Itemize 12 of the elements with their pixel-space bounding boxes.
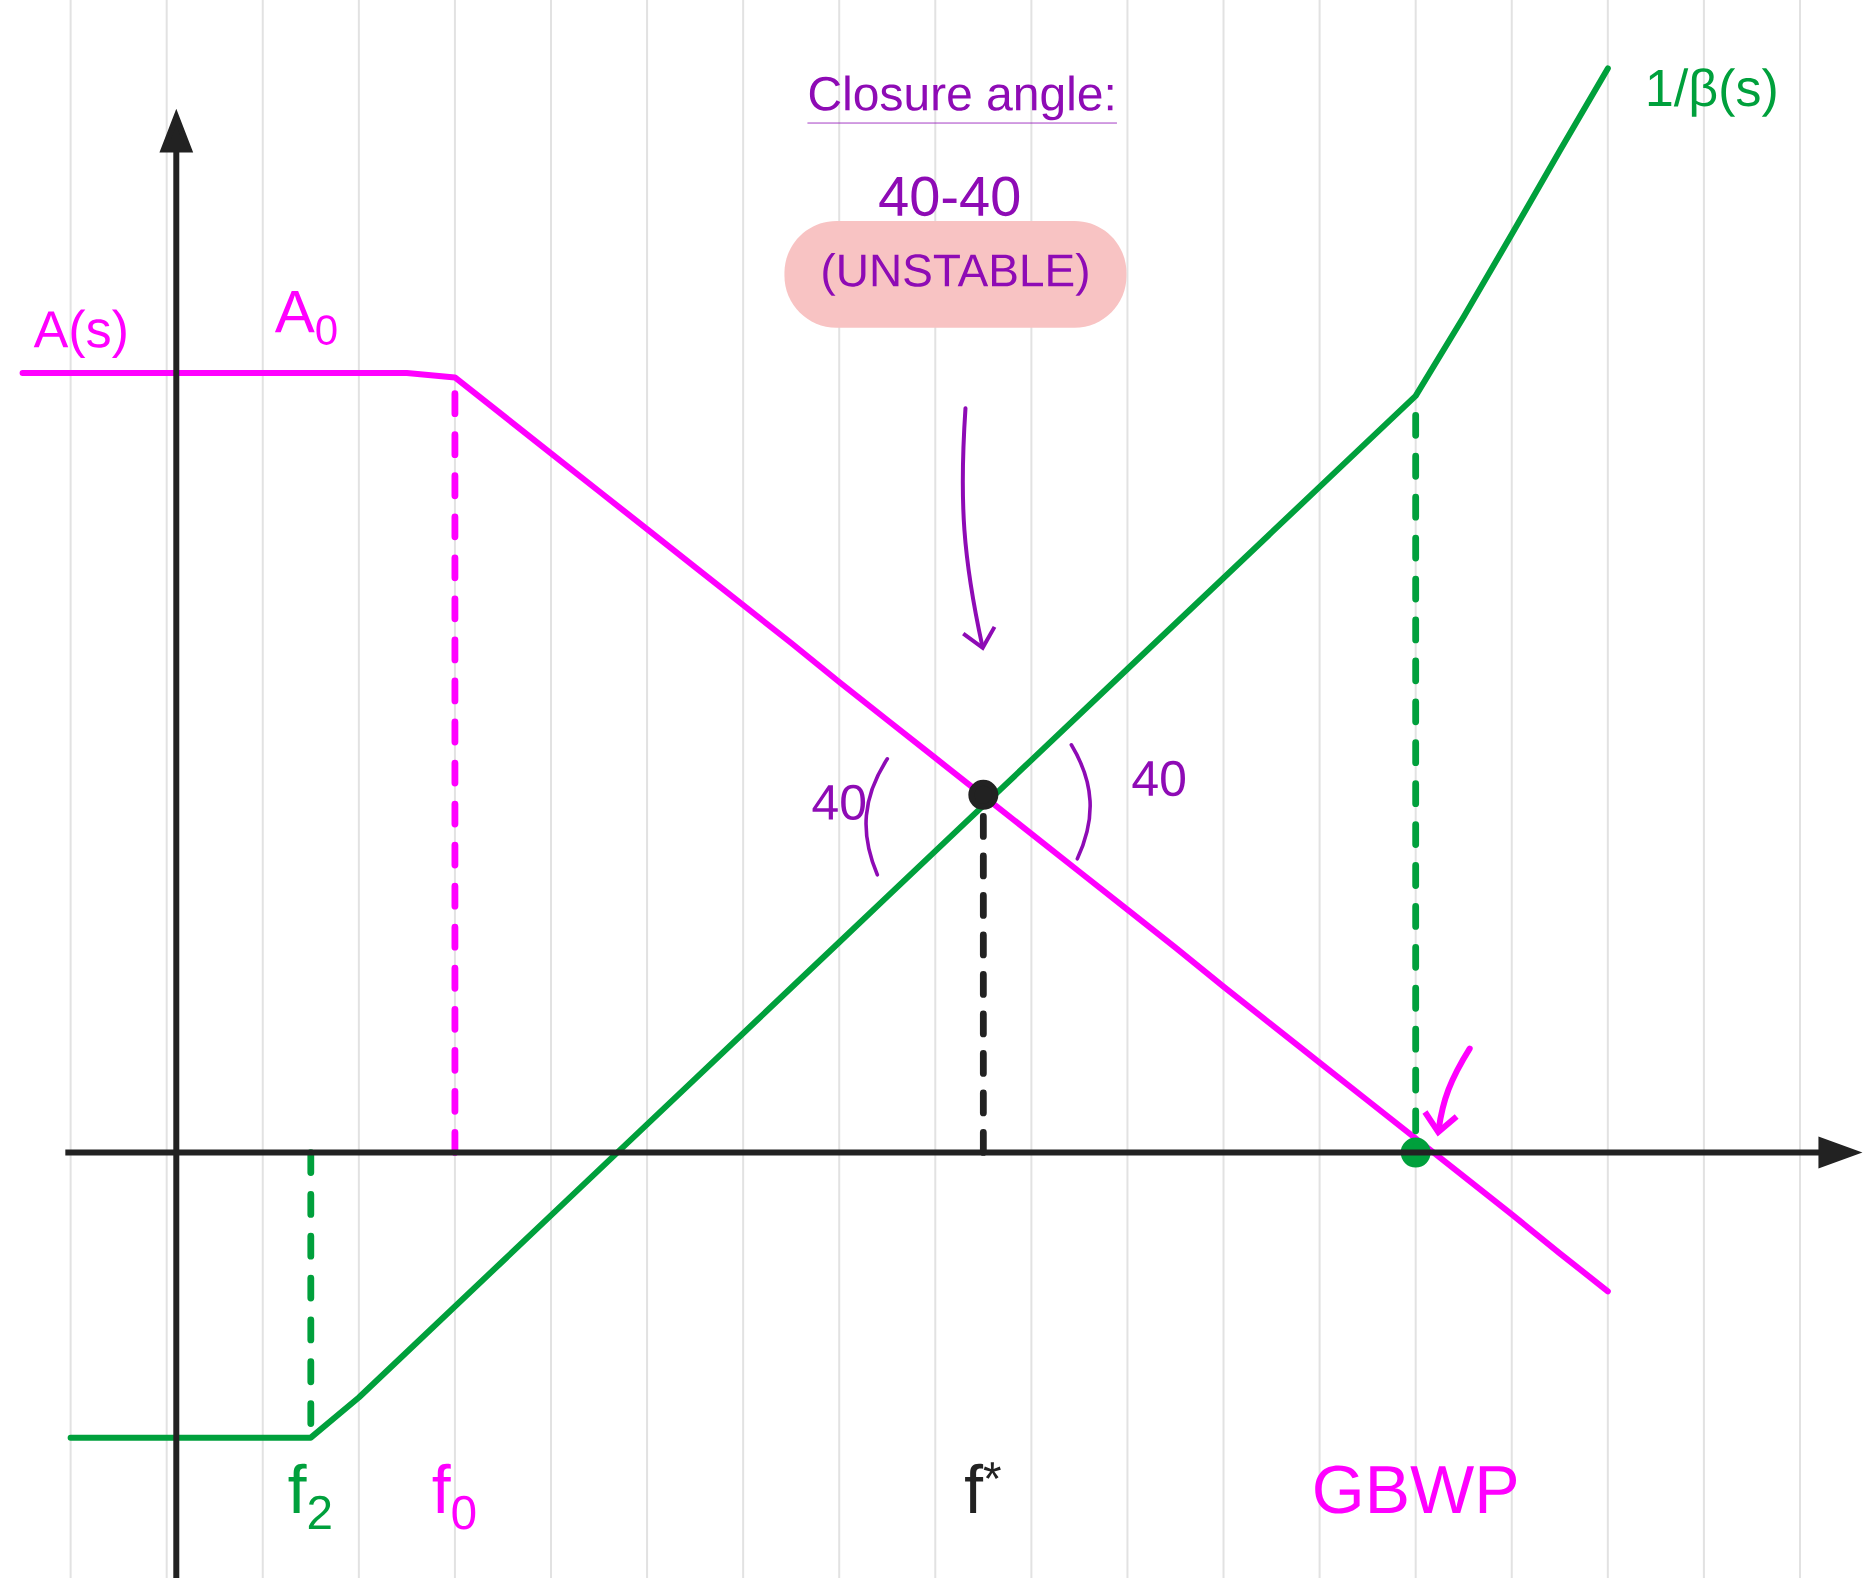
x-tick-label: f$_{2}$ [288,1463,331,1530]
annotation: Closure angle: [809,75,1113,121]
annotation: 40 [812,784,866,821]
annotation: A$_{0}$ [274,291,337,345]
annotation: 40-40 [879,176,1020,217]
annotation: 40 [1132,760,1185,797]
x-tick-label: GBWP [1315,1465,1517,1514]
x-tick-label: f$_{0}$ [432,1463,476,1530]
series-label: A(s) [33,309,126,358]
annotation: (UNSTABLE) [823,252,1088,296]
series-label: 1/β(s) [1648,68,1776,117]
x-tick-label: f$^{*}$ [965,1462,1001,1513]
